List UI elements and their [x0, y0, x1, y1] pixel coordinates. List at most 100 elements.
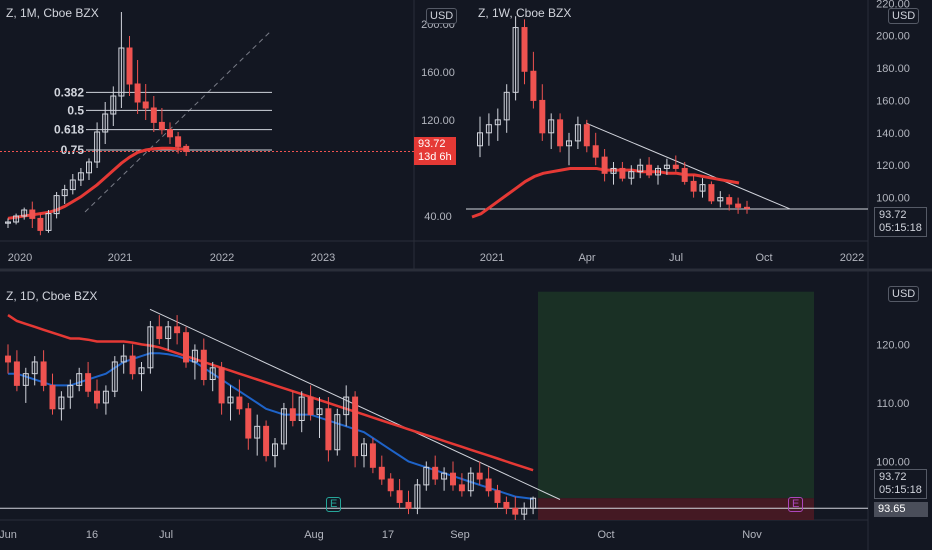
daily-panel-title: Z, 1D, Cboe BZX: [6, 289, 98, 303]
weekly-candle-body: [637, 164, 644, 173]
daily-candle-body: [227, 396, 234, 404]
monthly-candle-body: [45, 213, 52, 231]
weekly-price-label: 160.00: [876, 95, 910, 107]
weekly-candle-body: [521, 27, 528, 72]
monthly-candle-body: [86, 161, 92, 174]
weekly-price-label: 180.00: [876, 63, 910, 75]
daily-candle-body: [530, 497, 537, 509]
daily-candle-body: [94, 390, 100, 404]
daily-candle-body: [521, 507, 528, 515]
weekly-candle-body: [512, 27, 519, 93]
daily-candle-body: [485, 478, 492, 492]
earnings-marker-past[interactable]: E: [326, 497, 342, 512]
daily-candle-body: [102, 390, 109, 404]
daily-candle-body: [307, 396, 314, 416]
monthly-candle-body: [5, 221, 11, 224]
weekly-time-label: Jul: [669, 252, 683, 264]
daily-stop-price-tag: 93.65: [874, 502, 928, 517]
monthly-price-label: 160.00: [421, 67, 455, 79]
daily-time-label: Jul: [159, 529, 173, 541]
daily-candle-body: [129, 355, 136, 375]
daily-time-label: Nov: [742, 529, 762, 541]
weekly-candle-body: [610, 167, 617, 174]
monthly-candle-body: [118, 47, 125, 97]
daily-candle-body: [458, 484, 465, 492]
daily-candle-body: [156, 326, 163, 340]
weekly-candle-body: [477, 132, 483, 147]
daily-candle-body: [165, 326, 172, 340]
daily-candle-body: [76, 373, 83, 386]
daily-candle-body: [512, 507, 519, 515]
monthly-moving-average: [7, 146, 187, 220]
daily-candle-body: [369, 443, 376, 468]
monthly-currency-button[interactable]: USD: [888, 8, 920, 24]
daily-candle-body: [218, 367, 225, 404]
fib-level-label: 0.75: [61, 143, 85, 157]
daily-candle-body: [191, 349, 198, 363]
monthly-candle-body: [21, 209, 28, 217]
weekly-price-label: 100.00: [876, 193, 910, 205]
weekly-price-label: 120.00: [876, 160, 910, 172]
daily-candle-body: [120, 355, 127, 363]
daily-candle-body: [85, 373, 92, 392]
daily-candle-body: [209, 367, 216, 381]
daily-candle-body: [13, 361, 20, 386]
monthly-candle-body: [110, 95, 117, 115]
weekly-currency-button[interactable]: USD: [426, 8, 458, 24]
monthly-candle-body: [77, 172, 84, 181]
daily-candle-body: [503, 501, 510, 509]
daily-candle-body: [183, 332, 189, 363]
daily-candle-body: [467, 472, 474, 492]
fib-level-label: 0.382: [54, 85, 84, 99]
daily-candle-body: [352, 396, 359, 457]
daily-candle-body: [334, 414, 341, 451]
weekly-time-label: 2022: [840, 252, 864, 264]
monthly-panel-title: Z, 1M, Cboe BZX: [6, 6, 99, 20]
monthly-candle-body: [61, 189, 68, 197]
monthly-candle-body: [142, 101, 149, 109]
earnings-marker-upcoming[interactable]: E: [788, 497, 804, 512]
daily-price-label: 100.00: [876, 456, 910, 468]
daily-candle-body: [263, 425, 270, 457]
daily-time-label: Jun: [0, 529, 17, 541]
weekly-last-price: 93.72: [879, 209, 907, 221]
monthly-candle-body: [158, 121, 165, 131]
daily-last-price-tag: 93.72 05:15:18: [874, 469, 927, 499]
weekly-candle-body: [672, 164, 679, 169]
monthly-dashed-trendline: [84, 29, 273, 213]
weekly-candle-body: [681, 167, 688, 182]
profit-target-zone: [538, 291, 814, 499]
weekly-candle-body: [494, 119, 501, 126]
daily-currency-button[interactable]: USD: [888, 286, 920, 302]
daily-candle-body: [31, 361, 38, 375]
monthly-candle-body: [69, 179, 76, 191]
weekly-candle-body: [708, 184, 715, 202]
monthly-candle-body: [134, 83, 141, 103]
weekly-candle-body: [539, 99, 546, 134]
daily-candle-body: [49, 384, 56, 410]
monthly-candle-body: [126, 47, 133, 85]
monthly-candle-body: [13, 215, 20, 223]
daily-candle-body: [289, 408, 296, 421]
daily-candle-body: [361, 443, 367, 457]
monthly-time-label: 2020: [8, 252, 32, 264]
daily-candle-body: [423, 466, 430, 486]
weekly-candle-body: [548, 119, 555, 134]
daily-candle-body: [450, 472, 456, 486]
daily-candle-body: [200, 349, 207, 381]
daily-candle-body: [280, 408, 287, 445]
daily-candle-body: [325, 408, 332, 451]
weekly-countdown: 05:15:18: [879, 222, 922, 234]
weekly-candle-body: [726, 197, 733, 205]
weekly-candle-body: [601, 156, 608, 174]
weekly-candle-body: [485, 124, 492, 134]
daily-candle-body: [22, 373, 29, 386]
monthly-candle-body: [183, 145, 190, 153]
daily-candle-body: [378, 466, 385, 480]
daily-time-label: 17: [382, 529, 394, 541]
daily-slow-moving-average: [7, 314, 534, 472]
daily-candle-body: [316, 408, 323, 416]
weekly-price-label: 140.00: [876, 128, 910, 140]
weekly-candle-body: [574, 124, 581, 142]
monthly-last-price-tag: 93.72 13d 6h: [414, 137, 456, 165]
